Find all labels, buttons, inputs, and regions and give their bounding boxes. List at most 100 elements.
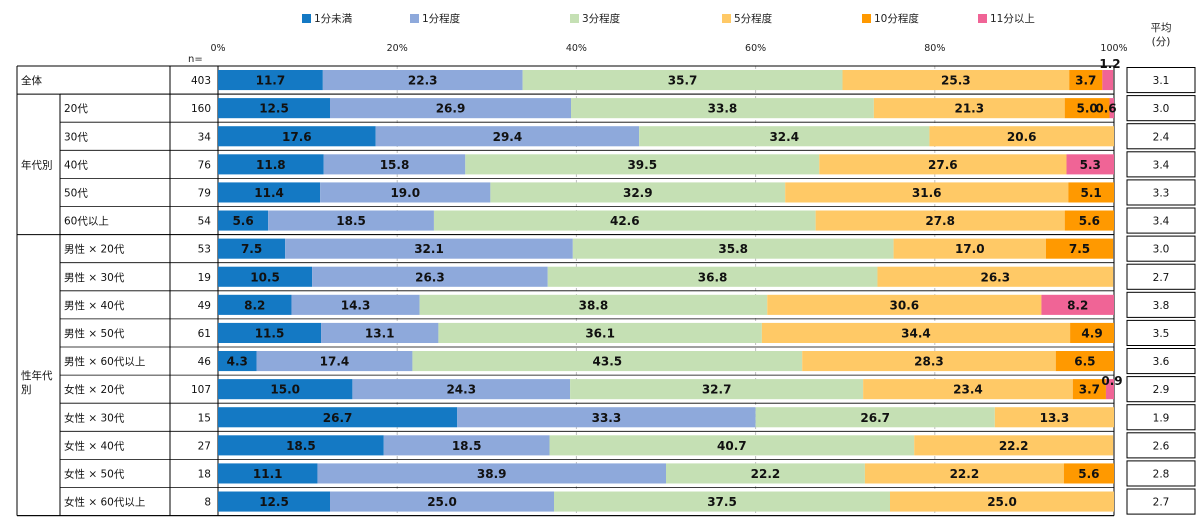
avg-value: 3.4 xyxy=(1153,159,1170,171)
bar-segment xyxy=(218,351,257,372)
data-label: 32.9 xyxy=(623,186,653,200)
bar-segment xyxy=(1068,182,1114,203)
bar-segment xyxy=(285,238,573,259)
avg-cell xyxy=(1126,432,1196,459)
data-label: 0.6 xyxy=(1095,102,1116,116)
legend-swatch xyxy=(978,14,987,23)
bar-segment xyxy=(639,126,930,147)
bars: 11.7 22.3 35.7 25.3 3.71.212.5 26.9 33.8 21.3 5.… xyxy=(218,57,1123,512)
data-label: 7.5 xyxy=(241,242,262,256)
data-label: 26.3 xyxy=(980,270,1010,284)
data-label: 7.5 xyxy=(1069,242,1090,256)
bar-segment xyxy=(218,98,330,119)
data-label: 43.5 xyxy=(593,355,623,369)
avg-value: 2.8 xyxy=(1153,468,1170,480)
bar-segment xyxy=(1105,379,1114,400)
bar-segment xyxy=(767,294,1042,315)
bar-segment xyxy=(802,351,1056,372)
bar-segment xyxy=(1070,322,1114,343)
row-label: 女性 × 50代 xyxy=(64,467,125,480)
data-label: 15.8 xyxy=(380,158,410,172)
avg-value: 2.7 xyxy=(1153,272,1170,284)
avg-header-unit: (分) xyxy=(1152,36,1171,48)
bar-segment xyxy=(929,126,1114,147)
data-label: 32.4 xyxy=(769,130,799,144)
row-label: 全体 xyxy=(21,74,42,87)
avg-cell xyxy=(1126,376,1196,403)
data-label: 32.7 xyxy=(702,383,732,397)
group-label: 年代別 xyxy=(21,158,53,171)
bar-segment xyxy=(457,407,756,428)
data-label: 26.7 xyxy=(323,411,353,425)
data-label: 33.8 xyxy=(708,102,738,116)
data-label: 1.2 xyxy=(1099,57,1120,71)
bar-segment xyxy=(317,463,666,484)
bar-segment xyxy=(218,126,376,147)
data-label: 34.4 xyxy=(901,326,931,340)
row-n: 61 xyxy=(198,328,211,340)
avg-cell xyxy=(1126,348,1196,375)
data-label: 5.0 xyxy=(1076,102,1097,116)
data-label: 33.3 xyxy=(592,411,622,425)
bar-segment xyxy=(1063,463,1114,484)
bar-segment xyxy=(785,182,1069,203)
bar-segment xyxy=(383,435,550,456)
avg-value: 2.6 xyxy=(1153,440,1170,452)
bar-segment xyxy=(570,379,864,400)
bar-segment xyxy=(218,238,286,259)
bar-segment xyxy=(1069,70,1103,91)
data-label: 22.2 xyxy=(950,467,980,481)
x-tick-label: 80% xyxy=(924,43,945,54)
avg-value: 1.9 xyxy=(1153,412,1170,424)
bar-segment xyxy=(412,351,803,372)
data-label: 5.6 xyxy=(232,214,253,228)
legend-swatch xyxy=(302,14,311,23)
data-label: 26.7 xyxy=(860,411,890,425)
data-label: 26.3 xyxy=(415,270,445,284)
x-tick-label: 100% xyxy=(1100,43,1127,54)
avg-value: 3.0 xyxy=(1153,103,1170,115)
avg-cell xyxy=(1126,235,1196,262)
avg-cell xyxy=(1126,263,1196,290)
bar-segment xyxy=(1041,294,1114,315)
data-label: 0.9 xyxy=(1101,374,1122,388)
bar-segment xyxy=(755,407,995,428)
data-label: 11.8 xyxy=(256,158,286,172)
data-label: 5.6 xyxy=(1078,467,1099,481)
avg-value: 3.5 xyxy=(1153,328,1170,340)
data-label: 29.4 xyxy=(493,130,523,144)
data-label: 22.3 xyxy=(408,74,438,88)
row-n: 8 xyxy=(204,497,211,509)
bar-segment xyxy=(1045,238,1114,259)
bar-segment xyxy=(330,98,572,119)
data-label: 25.3 xyxy=(941,74,971,88)
legend-label: 3分程度 xyxy=(582,12,621,25)
legend-swatch xyxy=(722,14,731,23)
avg-value: 3.6 xyxy=(1153,356,1170,368)
bar-segment xyxy=(914,435,1114,456)
data-label: 23.4 xyxy=(953,383,983,397)
bar-segment xyxy=(571,98,874,119)
bar-segment xyxy=(321,322,439,343)
bar-segment xyxy=(320,182,491,203)
data-label: 27.6 xyxy=(928,158,958,172)
bar-segment xyxy=(547,266,878,287)
bar-segment xyxy=(842,70,1070,91)
data-label: 30.6 xyxy=(890,298,920,312)
data-label: 13.3 xyxy=(1040,411,1070,425)
bar-segment xyxy=(554,491,890,512)
row-label: 40代 xyxy=(64,159,88,171)
avg-cell xyxy=(1126,179,1196,206)
data-label: 39.5 xyxy=(627,158,657,172)
row-label: 男性 × 40代 xyxy=(64,299,125,312)
bar-segment xyxy=(218,210,269,231)
avg-value: 2.9 xyxy=(1153,384,1170,396)
data-label: 3.7 xyxy=(1079,383,1100,397)
legend-swatch xyxy=(570,14,579,23)
data-label: 14.3 xyxy=(341,298,371,312)
data-label: 6.5 xyxy=(1074,355,1095,369)
row-n: 403 xyxy=(191,75,211,87)
data-label: 24.3 xyxy=(446,383,476,397)
bar-segment xyxy=(218,463,318,484)
